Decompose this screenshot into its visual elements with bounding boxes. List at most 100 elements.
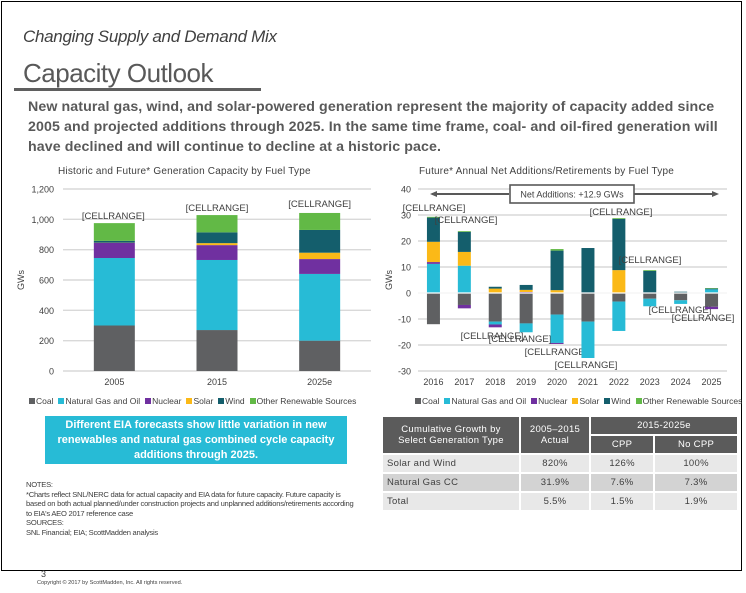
data-label: [CELLRANGE] — [649, 305, 712, 316]
legend-swatch — [58, 398, 65, 404]
left-chart-legend: Coal Natural Gas and Oil Nuclear Solar Wind O… — [29, 396, 356, 406]
bar-segment-nuclear — [426, 262, 440, 264]
legend-label: Wind — [225, 396, 245, 406]
legend-label: Natural Gas and Oil — [451, 396, 527, 406]
legend-label: Nuclear — [152, 396, 182, 406]
row-label: Solar and Wind — [383, 455, 519, 472]
x-tick-label: 2021 — [578, 377, 598, 387]
data-label: [CELLRANGE] — [555, 360, 618, 371]
legend-swatch — [635, 398, 642, 404]
y-tick-label: 400 — [39, 306, 54, 316]
bar-segment-solar — [550, 290, 564, 293]
x-tick-label: 2025e — [307, 377, 332, 387]
bar-segment-natural-gas-and-oil — [612, 301, 626, 331]
data-label: [CELLRANGE] — [435, 215, 498, 226]
data-label: [CELLRANGE] — [461, 331, 524, 342]
x-tick-label: 2017 — [454, 377, 474, 387]
row-nocpp: 7.3% — [655, 474, 737, 491]
bar-segment-wind — [519, 284, 533, 290]
legend-swatch — [444, 398, 451, 404]
bar-segment-other-renewable-sources — [299, 212, 341, 230]
data-label: [CELLRANGE] — [489, 334, 552, 345]
legend-swatch — [572, 398, 579, 404]
bar-segment-wind — [457, 231, 471, 252]
copyright-text: Copyright © 2017 by ScottMadden, Inc. Al… — [37, 580, 183, 586]
row-nocpp: 1.9% — [655, 493, 737, 510]
bar-segment-wind — [705, 288, 719, 290]
table-header-nocpp: No CPP — [655, 436, 737, 453]
bar-segment-wind — [550, 250, 564, 291]
bar-segment-nuclear — [93, 242, 135, 259]
bar-segment-coal — [519, 293, 533, 324]
bar-segment-coal — [612, 293, 626, 302]
y-tick-label: -20 — [398, 341, 411, 351]
bar-segment-natural-gas-and-oil — [457, 265, 471, 293]
legend-item-natural-gas-and-oil: Natural Gas and Oil — [58, 396, 140, 406]
x-tick-label: 2018 — [485, 377, 505, 387]
x-tick-label: 2022 — [609, 377, 629, 387]
y-tick-label: 600 — [39, 276, 54, 286]
bar-segment-coal — [674, 293, 688, 301]
bar-segment-wind — [196, 232, 238, 244]
legend-label: Nuclear — [538, 396, 568, 406]
bar-segment-nuclear — [550, 342, 564, 344]
legend-swatch — [186, 398, 193, 404]
legend-item-solar: Solar — [186, 396, 213, 406]
arrow-left-icon — [430, 191, 437, 197]
net-additions-label: Net Additions: +12.9 GWs — [520, 190, 624, 200]
data-label: [CELLRANGE] — [288, 199, 351, 210]
bar-segment-natural-gas-and-oil — [674, 300, 688, 304]
bar-segment-coal — [581, 293, 595, 322]
bar-segment-coal — [643, 293, 657, 299]
legend-item-natural-gas-and-oil: Natural Gas and Oil — [444, 396, 526, 406]
x-tick-label: 2015 — [207, 377, 227, 387]
y-tick-label: 1,000 — [31, 215, 54, 225]
row-nocpp: 100% — [655, 455, 737, 472]
bar-segment-solar — [457, 251, 471, 266]
x-tick-label: 2005 — [104, 377, 124, 387]
bar-segment-wind — [426, 217, 440, 242]
legend-swatch — [145, 398, 152, 404]
legend-item-other-renewable-sources: Other Renewable Sources — [249, 396, 356, 406]
legend-swatch — [604, 398, 611, 404]
lead-paragraph: New natural gas, wind, and solar-powered… — [28, 99, 718, 155]
table-header-group: 2015-2025e — [591, 417, 737, 434]
bar-segment-natural-gas-and-oil — [488, 321, 502, 325]
table-header-type: Cumulative Growth by Select Generation T… — [383, 417, 519, 453]
y-tick-label: 0 — [49, 367, 54, 377]
bar-segment-wind — [488, 286, 502, 289]
table-row: Total 5.5% 1.5% 1.9% — [383, 493, 737, 510]
bar-segment-nuclear — [457, 304, 471, 309]
x-tick-label: 2023 — [640, 377, 660, 387]
row-actual: 5.5% — [521, 493, 589, 510]
bar-segment-other-renewable-sources — [426, 216, 440, 218]
legend-label: Natural Gas and Oil — [65, 396, 141, 406]
table-header-cpp: CPP — [591, 436, 654, 453]
data-label: [CELLRANGE] — [619, 255, 682, 266]
x-tick-label: 2024 — [671, 377, 691, 387]
section-subtitle: Changing Supply and Demand Mix — [23, 27, 277, 46]
bar-segment-other-renewable-sources — [457, 231, 471, 232]
y-tick-label: 20 — [401, 237, 411, 247]
data-label: [CELLRANGE] — [403, 203, 466, 214]
bar-segment-natural-gas-and-oil — [705, 289, 719, 293]
bar-segment-solar — [299, 252, 341, 260]
legend-swatch — [249, 398, 256, 404]
bar-segment-natural-gas-and-oil — [426, 263, 440, 293]
table-header-actual: 2005–2015 Actual — [521, 417, 589, 453]
left-chart-title: Historic and Future* Generation Capacity… — [58, 166, 311, 177]
bar-segment-coal — [488, 293, 502, 322]
bar-segment-coal — [299, 340, 341, 371]
bar-segment-solar — [612, 270, 626, 293]
bar-segment-wind — [581, 248, 595, 293]
bar-segment-solar — [488, 288, 502, 293]
legend-item-nuclear: Nuclear — [145, 396, 181, 406]
legend-swatch — [29, 398, 35, 404]
slide-frame — [1, 1, 742, 571]
y-tick-label: 200 — [39, 336, 54, 346]
bar-segment-natural-gas-and-oil — [93, 258, 135, 326]
bar-segment-natural-gas-and-oil — [581, 321, 595, 358]
y-tick-label: 30 — [401, 211, 411, 221]
data-label: [CELLRANGE] — [672, 313, 735, 324]
y-tick-label: -10 — [398, 315, 411, 325]
